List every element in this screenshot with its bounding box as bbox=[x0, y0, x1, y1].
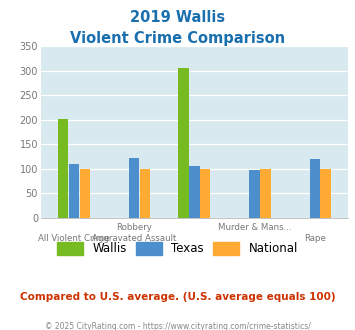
Bar bbox=[310, 159, 320, 218]
Bar bbox=[178, 68, 189, 218]
Text: Violent Crime Comparison: Violent Crime Comparison bbox=[70, 31, 285, 46]
Bar bbox=[189, 166, 200, 218]
Bar bbox=[129, 158, 139, 218]
Bar bbox=[321, 169, 331, 218]
Text: Aggravated Assault: Aggravated Assault bbox=[92, 234, 176, 243]
Bar bbox=[80, 169, 90, 218]
Text: Rape: Rape bbox=[304, 234, 326, 243]
Bar bbox=[200, 169, 211, 218]
Bar bbox=[69, 164, 79, 218]
Text: Murder & Mans...: Murder & Mans... bbox=[218, 223, 291, 232]
Text: Compared to U.S. average. (U.S. average equals 100): Compared to U.S. average. (U.S. average … bbox=[20, 292, 335, 302]
Bar bbox=[58, 119, 68, 218]
Text: Robbery: Robbery bbox=[116, 223, 152, 232]
Text: 2019 Wallis: 2019 Wallis bbox=[130, 10, 225, 25]
Text: All Violent Crime: All Violent Crime bbox=[38, 234, 110, 243]
Bar bbox=[140, 169, 150, 218]
Legend: Wallis, Texas, National: Wallis, Texas, National bbox=[52, 237, 303, 260]
Bar bbox=[250, 170, 260, 218]
Text: © 2025 CityRating.com - https://www.cityrating.com/crime-statistics/: © 2025 CityRating.com - https://www.city… bbox=[45, 322, 310, 330]
Bar bbox=[260, 169, 271, 218]
